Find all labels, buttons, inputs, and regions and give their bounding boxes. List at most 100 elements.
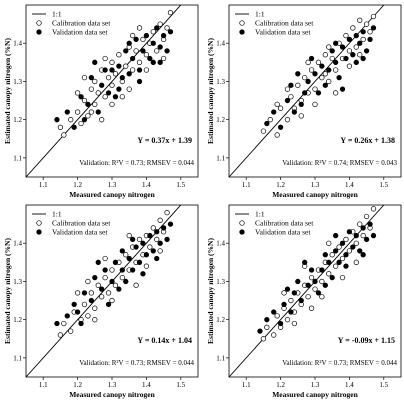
calibration-point [136, 236, 143, 243]
calibration-point [85, 113, 91, 119]
legend-label: Calibration data set [255, 219, 314, 228]
validation-point [326, 67, 332, 73]
calibration-point [295, 82, 301, 88]
calibration-point [346, 63, 353, 69]
legend-label: Calibration data set [255, 19, 314, 28]
validation-point [332, 248, 339, 254]
calibration-point [109, 297, 115, 304]
validation-point [157, 44, 163, 50]
validation-point [281, 301, 287, 308]
validation-point [277, 124, 284, 130]
validation-point [350, 244, 356, 250]
calibration-point [81, 97, 88, 104]
legend-label: Validation data set [255, 228, 311, 237]
x-tick-label: 1.2 [276, 181, 285, 189]
validation-point [95, 259, 101, 265]
calibration-point [308, 67, 315, 73]
x-tick-label: 1.4 [142, 381, 151, 389]
validation-point [346, 36, 353, 43]
validation-point [109, 67, 115, 73]
calibration-point [326, 240, 332, 246]
validation-statistics: Validation: R²V = 0.73; RMSEV = 0.044 [79, 359, 194, 367]
validation-point [119, 248, 125, 254]
legend-filled-circle-swatch [36, 229, 42, 235]
validation-point [298, 101, 304, 108]
calibration-point [136, 59, 143, 65]
y-axis-label: Estimated canopy nitrogen (%N) [206, 38, 215, 144]
validation-point [367, 36, 373, 43]
calibration-point [353, 259, 359, 265]
calibration-point [140, 36, 146, 43]
calibration-point [322, 71, 328, 77]
calibration-point [150, 225, 156, 231]
validation-point [102, 67, 108, 73]
validation-point [150, 248, 156, 254]
validation-point [322, 252, 328, 258]
x-tick-label: 1.3 [311, 181, 320, 189]
y-axis-label: Estimated canopy nitrogen (%N) [3, 38, 12, 144]
validation-point [360, 55, 366, 62]
validation-point [353, 59, 359, 65]
validation-point [288, 309, 294, 315]
x-tick-label: 1.4 [345, 181, 354, 189]
calibration-point [116, 52, 122, 58]
validation-point [315, 290, 322, 296]
calibration-point [367, 29, 373, 35]
calibration-point [92, 78, 98, 85]
validation-point [357, 40, 363, 46]
validation-point [157, 240, 163, 246]
x-tick-label: 1.5 [379, 381, 388, 389]
calibration-point [284, 317, 291, 323]
calibration-point [274, 313, 280, 319]
series-calibration [57, 9, 174, 138]
legend-label: Validation data set [255, 28, 311, 37]
legend-label: Validation data set [52, 228, 108, 237]
calibration-point [329, 252, 335, 258]
calibration-point [157, 21, 163, 27]
validation-point [298, 297, 304, 304]
calibration-point [305, 59, 311, 65]
calibration-point [346, 48, 353, 54]
calibration-point [326, 78, 332, 85]
y-tick-label: 1.3 [13, 78, 22, 86]
calibration-point [92, 305, 98, 311]
validation-point [308, 55, 315, 62]
calibration-point [88, 109, 95, 115]
calibration-point [105, 290, 112, 296]
validation-point [288, 82, 294, 88]
calibration-point [92, 317, 98, 323]
validation-point [353, 32, 359, 39]
x-tick-label: 1.5 [176, 181, 185, 189]
calibration-point [302, 74, 308, 81]
validation-point [143, 252, 150, 258]
validation-point [305, 78, 311, 85]
legend-label: Calibration data set [52, 219, 111, 228]
validation-point [363, 48, 370, 54]
legend-open-circle-swatch [239, 20, 245, 26]
legend-filled-circle-swatch [239, 29, 245, 35]
validation-point [109, 278, 115, 285]
validation-point [129, 236, 136, 243]
series-calibration [260, 206, 377, 342]
one-to-one-line [26, 5, 182, 177]
validation-point [346, 229, 353, 235]
calibration-point [157, 248, 163, 254]
calibration-point [360, 36, 366, 43]
validation-point [136, 78, 143, 85]
validation-point [329, 274, 335, 281]
calibration-point [102, 255, 108, 262]
validation-point [102, 267, 108, 273]
validation-point [271, 109, 277, 115]
calibration-point [305, 294, 311, 300]
calibration-point [109, 101, 115, 108]
validation-point [99, 82, 105, 88]
calibration-point [112, 282, 119, 288]
x-tick-label: 1.2 [73, 381, 82, 389]
series-validation [54, 221, 174, 327]
validation-point [291, 290, 298, 296]
